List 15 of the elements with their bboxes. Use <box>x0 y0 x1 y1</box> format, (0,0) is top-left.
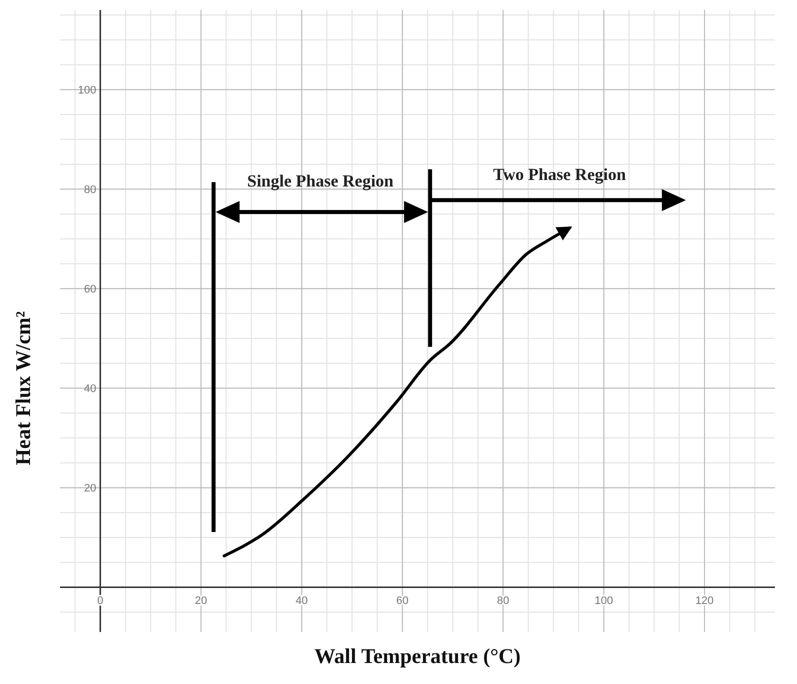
y-tick-label: 40 <box>84 383 96 396</box>
annotation: Two Phase Region <box>493 165 626 184</box>
y-tick-label: 100 <box>78 84 96 97</box>
x-axis-title: Wall Temperature (°C) <box>314 644 521 668</box>
x-tick-label: 60 <box>396 595 409 608</box>
x-tick-label: 100 <box>594 595 613 608</box>
y-tick-label: 20 <box>84 482 96 495</box>
y-axis-title: Heat Flux W/cm² <box>11 311 35 466</box>
x-tick-label: 40 <box>296 595 308 608</box>
annotation: Single Phase Region <box>247 172 394 191</box>
y-tick-label: 60 <box>84 284 96 296</box>
x-tick-label: 80 <box>496 595 510 608</box>
y-tick-label: 80 <box>84 184 96 196</box>
x-tick-label: 20 <box>194 595 208 608</box>
x-tick-label: 120 <box>695 595 714 608</box>
